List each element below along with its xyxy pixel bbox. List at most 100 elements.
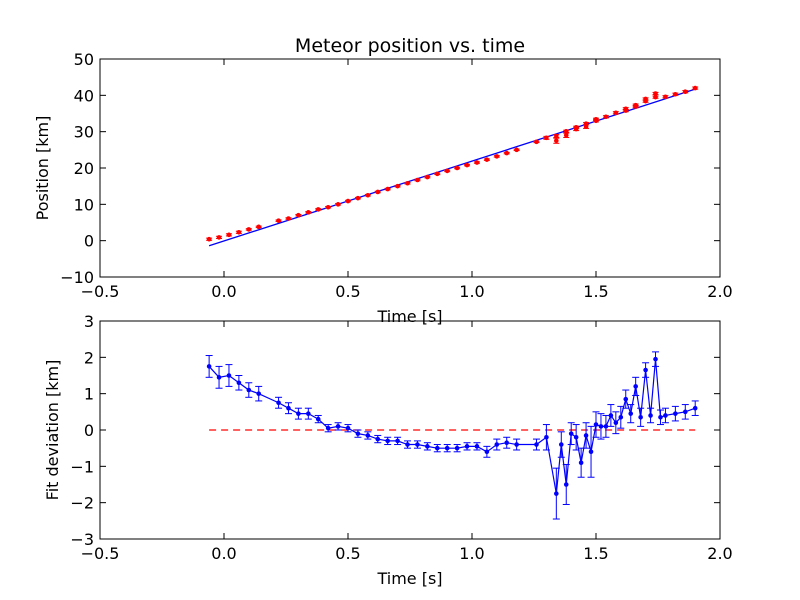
x-tick-label: 1.0 [459,282,484,301]
x-tick-label: 0.0 [211,282,236,301]
data-point [573,434,579,440]
data-point [385,186,390,192]
data-point [603,114,609,120]
data-point [613,420,619,426]
data-point [682,409,688,415]
data-point [296,212,301,218]
data-point [236,380,242,386]
data-point [534,139,539,145]
data-point [236,230,242,235]
position-panel: Meteor position vs. time Position [km] T… [33,35,733,326]
data-point [554,491,559,496]
data-point [226,373,232,378]
data-point [514,147,519,153]
data-point [286,216,291,221]
data-point [325,425,331,431]
y-tick-label: 2 [84,348,94,367]
data-point [355,195,361,201]
data-point [425,444,430,449]
data-point [395,183,400,189]
data-point [613,110,619,116]
data-point [554,138,559,144]
data-point [276,218,281,223]
y-tick-label: 50 [74,50,94,69]
data-point [578,460,584,466]
chart-title: Meteor position vs. time [295,35,525,57]
data-point [365,192,371,198]
data-point [444,445,450,451]
data-point [494,442,500,447]
data-point [434,171,440,177]
plot-area [206,85,699,247]
data-point [415,177,420,183]
y-tick-label: 10 [74,195,94,214]
data-point [494,154,500,159]
data-point [643,96,648,102]
data-point [246,227,252,232]
data-point [673,411,678,416]
data-point [256,391,262,396]
data-point [558,442,564,447]
data-point [623,106,629,112]
x-axis-label: Time [s] [376,569,442,588]
data-point [633,384,638,389]
data-point [653,356,658,362]
data-point [206,236,212,242]
data-point [563,133,569,138]
data-point [315,416,321,422]
data-point [554,133,559,139]
deviation-line [208,359,696,494]
y-tick-label: 0 [84,232,94,251]
data-point [583,433,589,438]
data-point [474,160,480,165]
data-point [425,174,430,180]
data-point [663,413,668,418]
x-tick-label: 0.5 [335,544,360,563]
y-tick-label: −10 [60,268,94,287]
data-point [454,165,460,171]
plot-frame [99,58,721,278]
data-point [365,433,371,438]
data-point [434,445,440,451]
data-point [246,387,252,393]
data-point [444,168,450,174]
axis-ticks: −0.5 0.0 0.5 1.0 1.5 2.0 −10 0 10 20 30 40 50 [60,50,732,301]
y-axis-label: Fit deviation [km] [43,360,62,501]
data-point [563,129,569,134]
y-tick-label: −3 [70,530,94,549]
plot-area [205,351,699,520]
data-point [593,422,599,427]
data-point [335,202,341,207]
data-point [345,425,351,431]
y-tick-label: −2 [70,494,94,513]
data-point [623,396,629,402]
data-point [415,442,420,447]
y-tick-label: 40 [74,86,94,105]
x-tick-label: 0.5 [335,282,360,301]
x-tick-label: −0.5 [81,544,120,563]
data-point [216,375,222,380]
data-point [658,414,663,420]
x-tick-label: 2.0 [707,544,732,563]
data-point [643,367,648,373]
data-point [315,207,321,212]
data-point [335,424,341,429]
x-tick-label: 0.0 [211,544,236,563]
data-point [296,411,301,416]
data-point [454,445,460,451]
data-point [464,444,470,449]
data-point [544,434,549,440]
y-tick-label: −1 [70,457,94,476]
data-point [544,135,549,141]
y-axis-label: Position [km] [33,116,52,221]
data-point [682,89,688,94]
x-tick-label: −0.5 [81,282,120,301]
data-point [648,413,653,418]
data-point [598,424,604,429]
data-point [663,94,668,100]
data-point [385,438,390,444]
data-point [325,204,331,210]
data-point [306,411,311,416]
data-point [216,235,222,240]
